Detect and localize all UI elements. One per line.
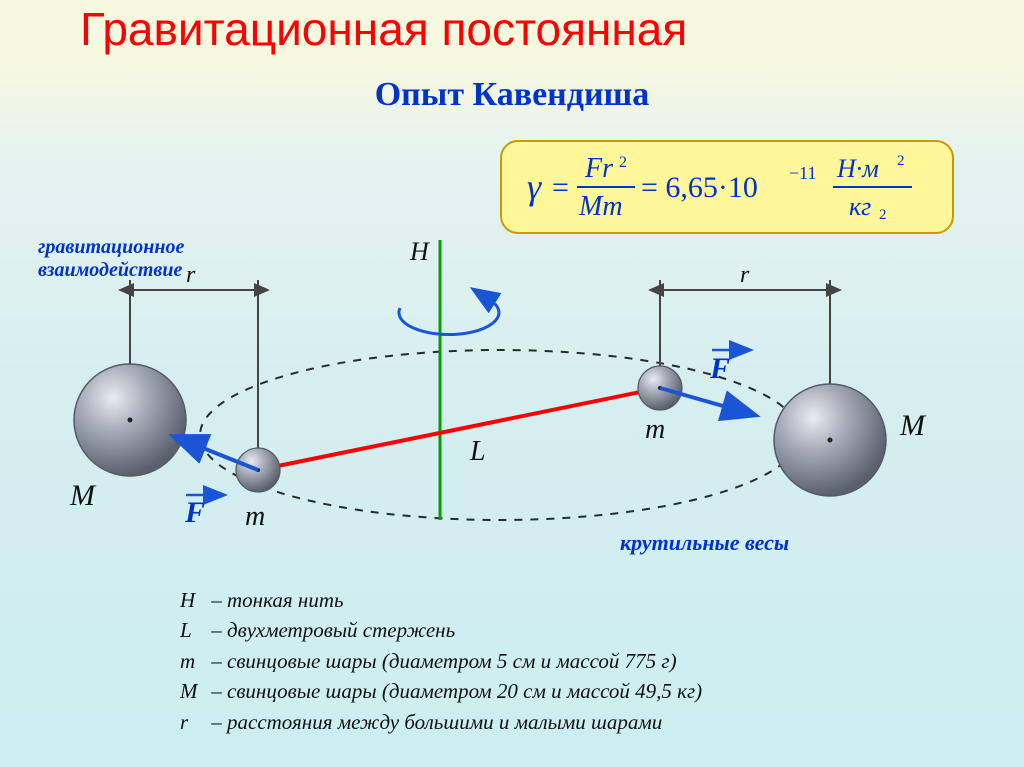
formula-value-exp: −11 (789, 163, 816, 183)
formula-box: γ = Fr 2 Mm = 6,65·10 −11 Н·м 2 кг 2 (500, 140, 954, 234)
diagram-svg: H L M m F r (40, 240, 960, 570)
formula-unit-bot: кг (849, 192, 871, 221)
formula-frac-top: Fr (584, 153, 613, 184)
diagram-area: H L M m F r (40, 240, 960, 570)
label-m-left: m (245, 501, 265, 532)
formula-unit-bot-sup: 2 (879, 207, 887, 223)
legend-row-H: H – тонкая нить (180, 585, 702, 615)
legend-row-M-big: M – свинцовые шары (диаметром 20 см и ма… (180, 676, 702, 706)
main-title: Гравитационная постоянная (80, 2, 687, 56)
label-M-left: M (69, 479, 97, 512)
label-r-right: r (740, 262, 750, 288)
label-H: H (409, 240, 430, 266)
label-r-left: r (186, 262, 196, 288)
label-F-right: F (709, 352, 730, 385)
label-F-left: F (184, 496, 205, 529)
page-root: Гравитационная постоянная Опыт Кавендиша… (0, 0, 1024, 767)
formula-frac-top-sup: 2 (619, 154, 627, 171)
label-m-right: m (645, 414, 665, 445)
formula-value: = 6,65·10 (641, 171, 758, 204)
formula-gamma: γ (527, 167, 542, 207)
label-M-right: M (899, 409, 927, 442)
legend: H – тонкая нить L – двухметровый стержен… (180, 585, 702, 737)
formula-unit-top-sup: 2 (897, 153, 905, 169)
legend-row-m: m – свинцовые шары (диаметром 5 см и мас… (180, 646, 702, 676)
label-L: L (469, 436, 486, 467)
subtitle: Опыт Кавендиша (0, 76, 1024, 114)
rod (258, 388, 660, 470)
legend-row-L: L – двухметровый стержень (180, 615, 702, 645)
formula-svg: γ = Fr 2 Mm = 6,65·10 −11 Н·м 2 кг 2 (517, 147, 937, 227)
formula-frac-bot: Mm (578, 191, 623, 222)
formula-unit-top: Н·м (836, 154, 879, 183)
rotation-arc (399, 300, 499, 335)
torsion-balance-label: крутильные весы (620, 530, 789, 555)
formula-eq1: = (552, 171, 569, 204)
legend-row-r: r – расстояния между большими и малыми ш… (180, 707, 702, 737)
